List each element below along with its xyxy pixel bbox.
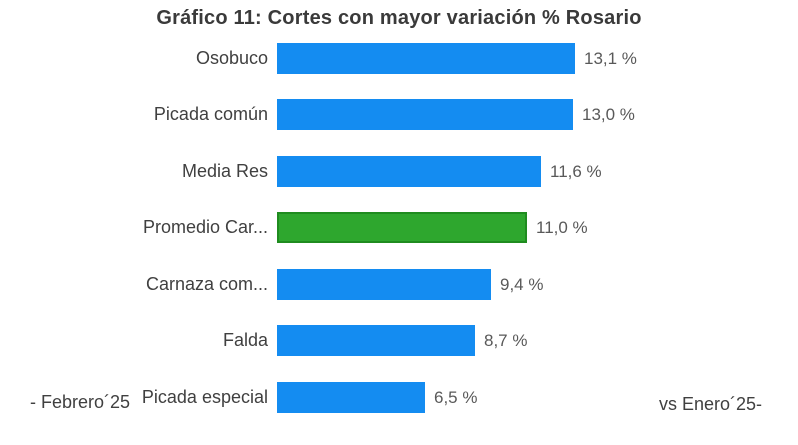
category-label: Osobuco: [195, 48, 268, 68]
bar-row: Media Res 11,6 %: [0, 156, 798, 187]
chart-title: Gráfico 11: Cortes con mayor variación %…: [156, 7, 642, 29]
bar-highlighted: [277, 212, 527, 243]
bar-row: Picada común 13,0 %: [0, 99, 798, 130]
value-label: 8,7 %: [484, 331, 528, 350]
bar-row: Falda 8,7 %: [0, 325, 798, 356]
value-label: 13,1 %: [584, 49, 637, 68]
value-label: 13,0 %: [582, 105, 635, 124]
value-label: 6,5 %: [434, 388, 478, 407]
value-label: 9,4 %: [500, 275, 544, 294]
bar-row-highlighted: Promedio Car... 11,0 %: [0, 212, 798, 243]
value-label: 11,6 %: [550, 162, 602, 181]
category-label: Picada especial: [141, 387, 268, 407]
category-label: Picada común: [153, 104, 268, 124]
bar: [277, 156, 541, 187]
bar-row: Carnaza com... 9,4 %: [0, 269, 798, 300]
category-label: Promedio Car...: [142, 217, 268, 237]
category-label: Falda: [222, 330, 268, 350]
footer-comparison-label: vs Enero´25-: [658, 394, 762, 414]
bar: [277, 269, 491, 300]
bar: [277, 325, 475, 356]
bar-row: Osobuco 13,1 %: [0, 43, 798, 74]
category-label: Carnaza com...: [145, 274, 268, 294]
footer-period-label: - Febrero´25: [30, 392, 131, 412]
bar: [277, 382, 425, 413]
category-label: Media Res: [181, 161, 268, 181]
bar: [277, 99, 573, 130]
bar: [277, 43, 575, 74]
value-label: 11,0 %: [536, 218, 588, 237]
bar-row: Picada especial 6,5 %: [0, 382, 798, 413]
